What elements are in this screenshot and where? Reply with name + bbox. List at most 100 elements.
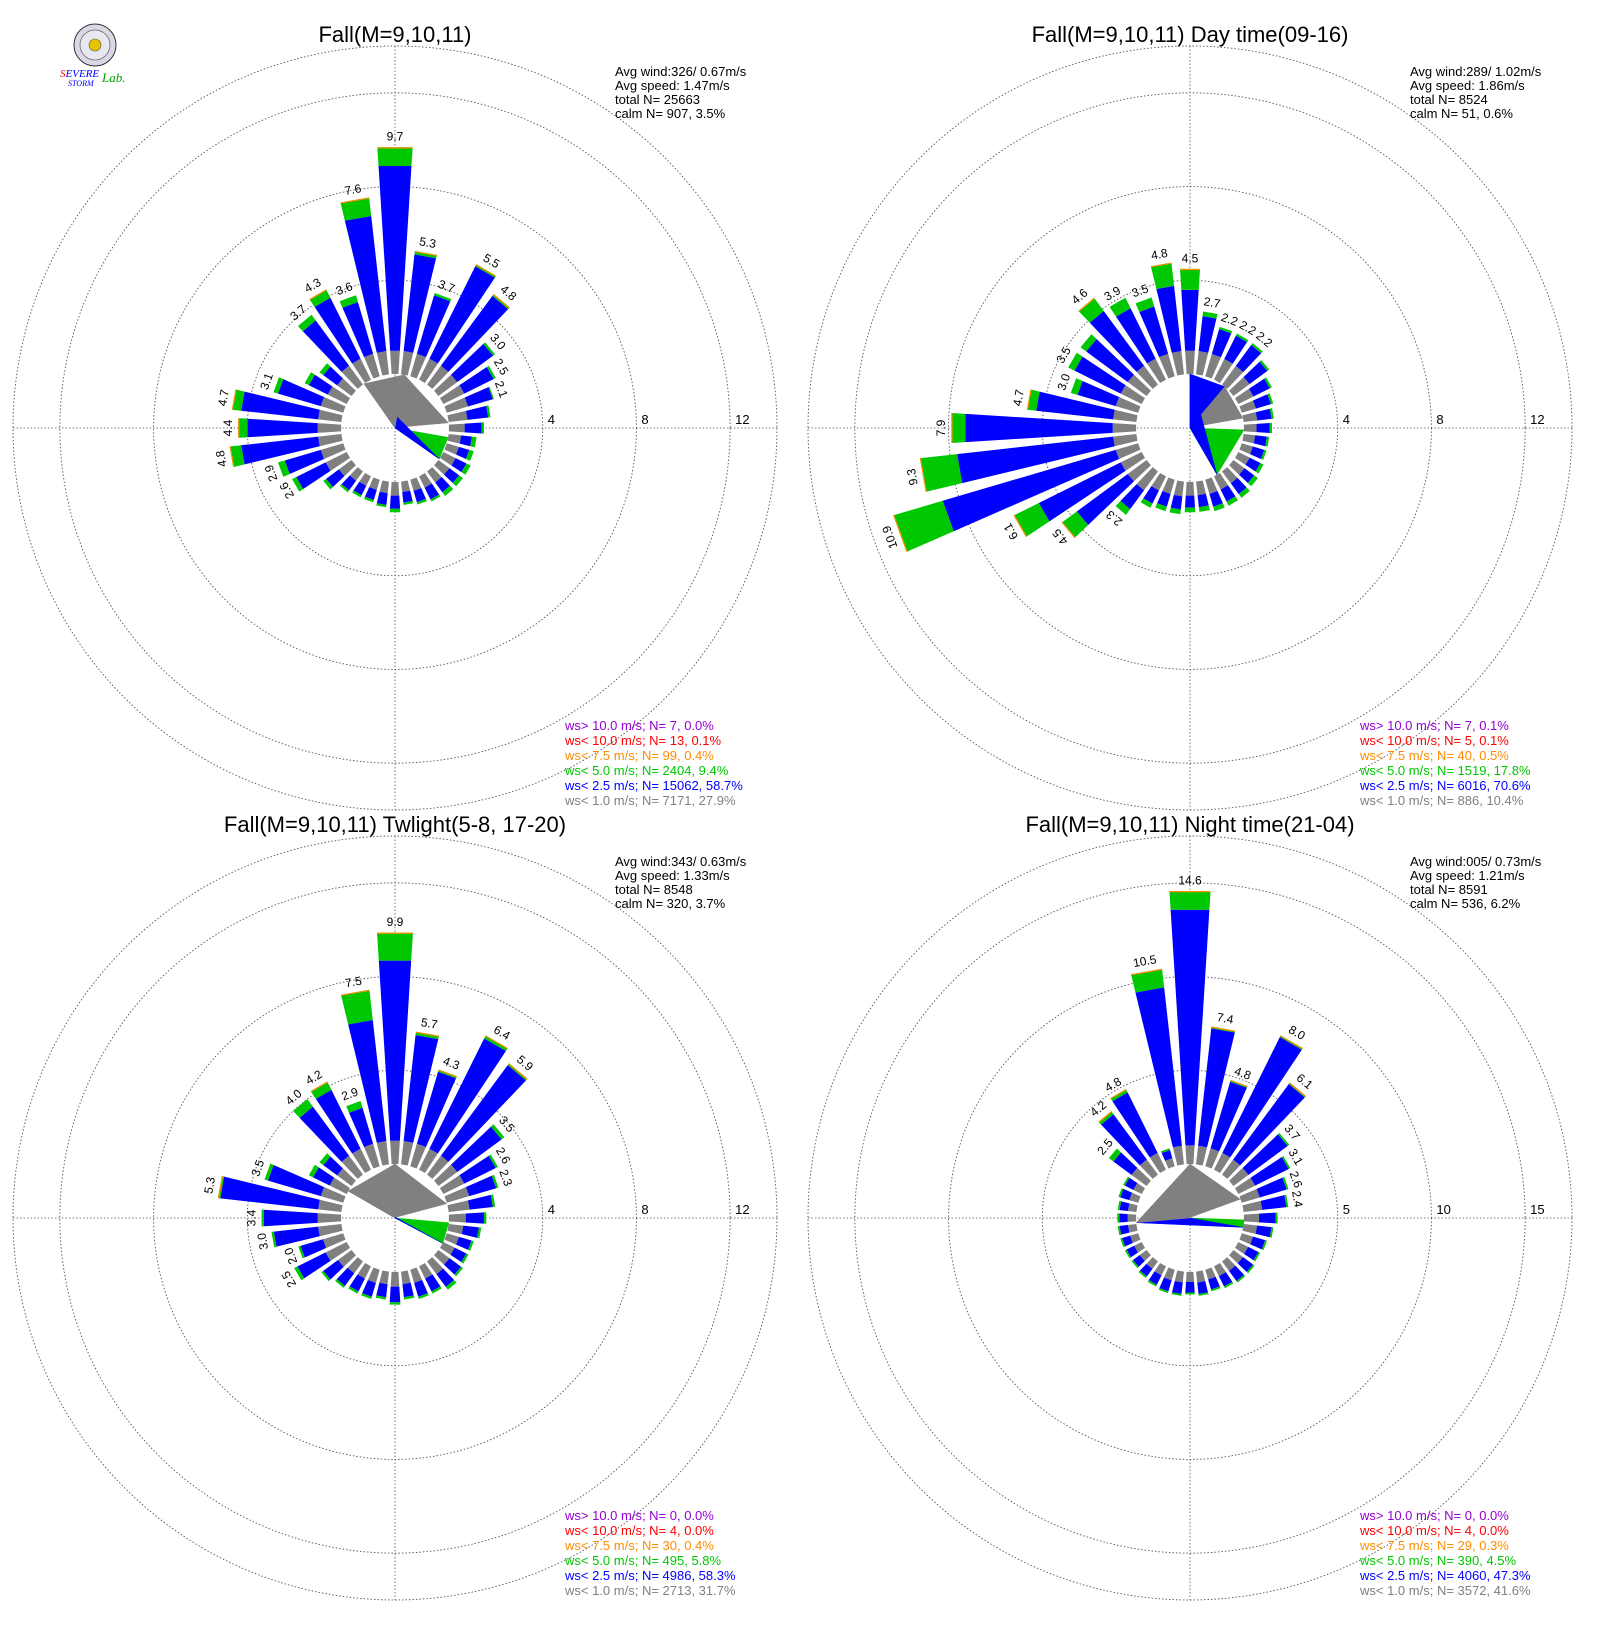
bar-segment-low [429, 1038, 506, 1154]
bar-segment-calm [347, 1257, 363, 1274]
bar-segment-high [1211, 1026, 1236, 1032]
bar-segment-low [440, 295, 509, 372]
bar-segment-mid [1251, 343, 1263, 354]
bar-segment-mid [1269, 422, 1272, 434]
bar-segment-calm [447, 1224, 464, 1235]
bar-segment-low [1076, 473, 1134, 526]
bar-segment-mid [323, 478, 333, 490]
bar-segment-calm [337, 1250, 356, 1267]
bar-segment-low [341, 475, 357, 491]
bar-segment-low [1198, 316, 1217, 353]
bar-segment-calm [444, 397, 469, 413]
legend-entry: ws> 10.0 m/s; N= 7, 0.1% [1359, 718, 1509, 733]
bar-segment-mid [1158, 1288, 1169, 1294]
bar-segment-mid [1184, 507, 1196, 513]
bar-segment-high [1179, 268, 1201, 271]
stats-line: calm N= 907, 3.5% [615, 106, 726, 121]
logo-text-storm: STORM [68, 79, 95, 88]
bar-segment-low [297, 1252, 331, 1279]
calm-sector [1135, 1163, 1191, 1224]
bar-segment-mid [1219, 326, 1233, 334]
bar-segment-calm [369, 477, 380, 490]
bar-segment-low [1198, 1028, 1235, 1148]
bar-segment-mid [1138, 1270, 1147, 1279]
bar-segment-mid [319, 363, 331, 376]
bar-segment-low [1074, 356, 1126, 394]
bar-segment-mid [431, 1286, 442, 1294]
wind-rose-panel-1: Fall(M=9,10,11)4 8 129.75.33.75.54.83.02.5… [12, 22, 778, 811]
bar-segment-mid [1265, 436, 1270, 447]
bar-segment-calm [379, 480, 389, 494]
bar-segment-high [238, 418, 240, 438]
bar-value-label: 5.7 [420, 1015, 439, 1032]
bar-segment-mid [1179, 268, 1201, 290]
panel-title: Fall(M=9,10,11) Day time(09-16) [1032, 22, 1349, 47]
bar-segment-calm [419, 472, 432, 488]
bar-segment-high [1013, 515, 1027, 537]
bar-segment-low [1197, 493, 1209, 508]
bar-segment-low [1132, 1255, 1145, 1267]
bar-value-label: 4.4 [221, 419, 235, 436]
bar-segment-calm [1149, 1152, 1166, 1174]
bar-value-label: 2.2 [1237, 318, 1259, 339]
bar-segment-calm [434, 1164, 458, 1186]
bar-segment-low [1245, 457, 1261, 472]
bar-segment-calm [1133, 1182, 1146, 1194]
bar-segment-calm [352, 358, 371, 384]
bar-segment-calm [419, 1148, 438, 1174]
bar-segment-calm [439, 385, 465, 404]
bar-segment-mid [416, 498, 427, 505]
panel-title: Fall(M=9,10,11) Twlight(5-8, 17-20) [224, 812, 566, 837]
bar-value-label: 3.5 [1130, 281, 1151, 300]
bar-segment-mid [1117, 1225, 1122, 1236]
bar-segment-low [1209, 491, 1223, 507]
bar-segment-low [402, 1282, 414, 1298]
bar-value-label: 9.7 [387, 130, 404, 144]
bar-segment-mid [1281, 1155, 1291, 1169]
stats-line: Avg wind:326/ 0.67m/s [615, 64, 747, 79]
bar-segment-high [415, 1031, 440, 1037]
stats-line: Avg speed: 1.21m/s [1410, 868, 1525, 883]
bar-value-label: 4.2 [303, 1067, 325, 1088]
bar-segment-low [1250, 1236, 1266, 1250]
bar-segment-mid [403, 1295, 415, 1300]
bar-segment-mid [1284, 1194, 1289, 1208]
bar-segment-calm [427, 1257, 444, 1275]
bar-value-label: 2.5 [278, 1268, 299, 1290]
legend-entry: ws> 10.0 m/s; N= 7, 0.0% [564, 718, 714, 733]
bar-segment-mid [951, 412, 966, 444]
bar-segment-mid [484, 1035, 508, 1052]
bar-segment-calm [410, 477, 422, 491]
legend-entry: ws< 2.5 m/s; N= 6016, 70.6% [1359, 778, 1531, 793]
legend-entry: ws> 10.0 m/s; N= 0, 0.0% [1359, 1508, 1509, 1523]
bar-segment-low [315, 1089, 361, 1154]
bar-segment-mid [321, 1270, 331, 1282]
bar-value-label: 4.3 [302, 275, 324, 296]
ring-label: 12 [735, 412, 749, 427]
bar-value-label: 2.9 [340, 1084, 361, 1103]
bar-segment-low [1255, 408, 1272, 421]
bar-segment-calm [1196, 1145, 1208, 1166]
bar-value-label: 4.7 [215, 388, 232, 407]
bar-segment-low [1119, 1213, 1128, 1223]
bar-segment-low [1230, 477, 1247, 495]
bar-segment-mid [1110, 1089, 1128, 1102]
bar-segment-low [1038, 462, 1126, 522]
stats-line: total N= 8524 [1410, 92, 1488, 107]
bar-segment-low [451, 458, 467, 473]
ring-label: 4 [548, 1202, 555, 1217]
bar-value-label: 3.5 [248, 1158, 267, 1179]
bar-value-label: 2.4 [1289, 1190, 1306, 1209]
bar-segment-low [302, 320, 350, 372]
stats-line: calm N= 536, 6.2% [1410, 896, 1521, 911]
bar-segment-mid [238, 418, 248, 438]
bar-value-label: 3.6 [334, 279, 355, 298]
bar-segment-mid [1124, 1249, 1131, 1259]
bar-segment-low [429, 266, 495, 364]
bar-segment-low [1197, 1281, 1208, 1295]
bar-segment-calm [410, 1143, 426, 1169]
bar-segment-calm [448, 423, 465, 433]
bar-segment-mid [1246, 1264, 1255, 1274]
bar-segment-high [414, 250, 437, 256]
bar-segment-calm [1139, 1250, 1151, 1262]
